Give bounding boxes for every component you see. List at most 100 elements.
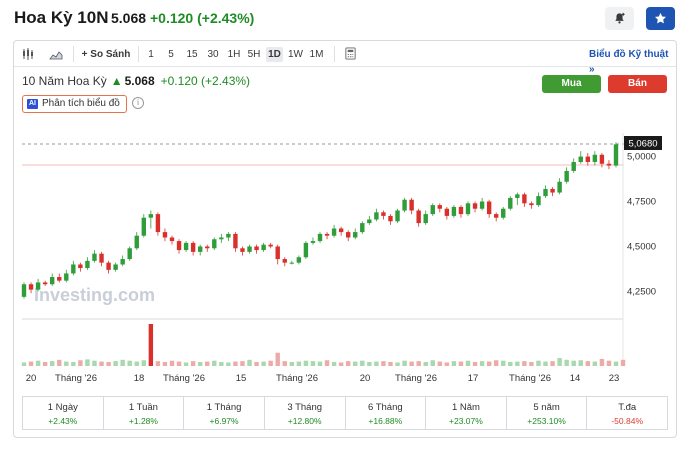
time-tick-label: Tháng '26 — [55, 373, 97, 384]
candle — [550, 188, 555, 193]
header-price: 5.068 — [111, 10, 147, 26]
volume-bar — [606, 360, 612, 366]
price-chart[interactable]: Investing.com 5,0000 4,7500 4,5000 4,2500 2… — [14, 133, 676, 386]
plus-icon: + — [81, 49, 88, 60]
candle — [585, 156, 591, 162]
timeframe-5[interactable]: 5 — [168, 49, 174, 60]
volume-bar — [42, 362, 48, 366]
volume-bar — [296, 361, 302, 366]
volume-bar — [331, 362, 337, 366]
candle — [522, 194, 527, 204]
alert-button[interactable] — [605, 7, 634, 30]
info-icon[interactable]: i — [132, 97, 144, 109]
timeframe-1[interactable]: 1 — [148, 49, 154, 60]
time-tick-label: 17 — [468, 373, 479, 384]
candle — [374, 212, 379, 220]
candle — [451, 206, 457, 216]
ai-chart-analysis-button[interactable]: AI Phân tích biểu đồ — [22, 95, 127, 113]
candlestick-type-icon[interactable] — [20, 47, 36, 62]
volume-bar — [92, 360, 97, 366]
volume-bar — [416, 361, 421, 366]
time-tick-label: 14 — [570, 373, 581, 384]
compare-button[interactable]: + So Sánh — [81, 49, 131, 60]
perf-cell-max[interactable]: T.đa -50.84% — [611, 402, 644, 426]
timeframe-30[interactable]: 30 — [207, 49, 219, 60]
time-tick-label: Tháng '26 — [276, 373, 318, 384]
volume-bar — [571, 360, 576, 366]
perf-cell-3m[interactable]: 3 Tháng +12.80% — [265, 397, 346, 429]
volume-bar — [212, 360, 217, 366]
volume-bar — [99, 361, 104, 366]
perf-cell-1m[interactable]: 1 Tháng +6.97% — [184, 397, 265, 429]
instrument-header: Hoa Kỳ 10N 5.068 +0.120 (+2.43%) — [0, 0, 690, 36]
watchlist-star-button[interactable] — [646, 7, 675, 30]
volume-bar — [486, 361, 492, 366]
timeframe-1d[interactable]: 1D — [266, 47, 283, 62]
candle — [85, 260, 90, 269]
chart-panel: + So Sánh 1 5 15 30 1H 5H 1D 1W 1M Biểu … — [13, 40, 677, 438]
ai-badge-icon: AI — [27, 99, 38, 109]
price-tick-label: 4,2500 — [627, 286, 656, 297]
candle — [71, 264, 76, 274]
candle — [493, 214, 499, 218]
time-tick-label: 20 — [360, 373, 371, 384]
candle — [99, 253, 104, 263]
candle — [78, 264, 83, 269]
candle — [49, 277, 55, 285]
candle — [381, 212, 386, 216]
timeframe-1m[interactable]: 1M — [309, 49, 324, 60]
timeframe-1w[interactable]: 1W — [288, 49, 303, 60]
calculator-icon[interactable] — [342, 47, 358, 62]
perf-cell-5y[interactable]: 5 năm +253.10% — [507, 397, 588, 429]
volume-bar — [85, 359, 90, 366]
volume-bar — [219, 362, 224, 366]
volume-bar — [282, 361, 287, 366]
performance-strip: 1 Ngày +2.43% 1 Tuần +1.28% 1 Tháng +6.97% … — [22, 396, 668, 430]
last-price-badge — [624, 136, 662, 150]
technical-chart-link[interactable]: Biểu đồ Kỹ thuật » — [589, 49, 669, 75]
timeframe-1h[interactable]: 1H — [227, 49, 241, 60]
candle — [303, 242, 309, 258]
timeframe-5h[interactable]: 5H — [247, 49, 261, 60]
volume-bar — [254, 362, 259, 366]
volume-bar — [543, 361, 548, 366]
chart-change: +0.120 (+2.43%) — [160, 74, 251, 88]
sell-button[interactable]: Bán — [608, 75, 667, 93]
volume-bar — [522, 361, 527, 366]
candle — [162, 232, 168, 238]
area-chart-icon[interactable] — [48, 47, 64, 62]
perf-cell-6m[interactable]: 6 Tháng +16.88% — [346, 397, 427, 429]
timeframe-15[interactable]: 15 — [186, 49, 198, 60]
candle — [212, 239, 217, 249]
candle — [395, 210, 400, 222]
candle — [169, 237, 175, 242]
volume-bar — [345, 361, 351, 366]
buy-button[interactable]: Mua — [542, 75, 601, 93]
candle — [113, 264, 118, 270]
volume-bar — [409, 361, 414, 366]
star-icon — [655, 12, 666, 24]
perf-cell-1w[interactable]: 1 Tuần +1.28% — [104, 397, 185, 429]
volume-bar — [444, 362, 450, 366]
volume-bar — [233, 361, 238, 366]
candle — [416, 210, 421, 224]
volume-bar — [374, 361, 379, 366]
candle — [444, 208, 450, 216]
volume-bar — [155, 361, 161, 366]
candle — [557, 181, 562, 193]
perf-cell-1y[interactable]: 1 Năm +23.07% — [426, 397, 507, 429]
volume-bar — [479, 361, 485, 366]
perf-cell-1d[interactable]: 1 Ngày +2.43% — [23, 397, 104, 429]
candle — [247, 246, 252, 252]
candle — [543, 188, 548, 197]
candle — [42, 282, 48, 285]
chart-subheader: 10 Năm Hoa Kỳ ▲ 5.068 +0.120 (+2.43%) — [22, 74, 250, 88]
volume-bar — [402, 360, 407, 366]
candle — [508, 197, 513, 209]
candle — [472, 203, 478, 209]
candle — [515, 194, 520, 198]
candle — [127, 248, 132, 260]
chart-instrument-name: 10 Năm Hoa Kỳ — [22, 74, 107, 88]
toolbar-divider — [138, 46, 139, 62]
candle — [261, 244, 266, 251]
